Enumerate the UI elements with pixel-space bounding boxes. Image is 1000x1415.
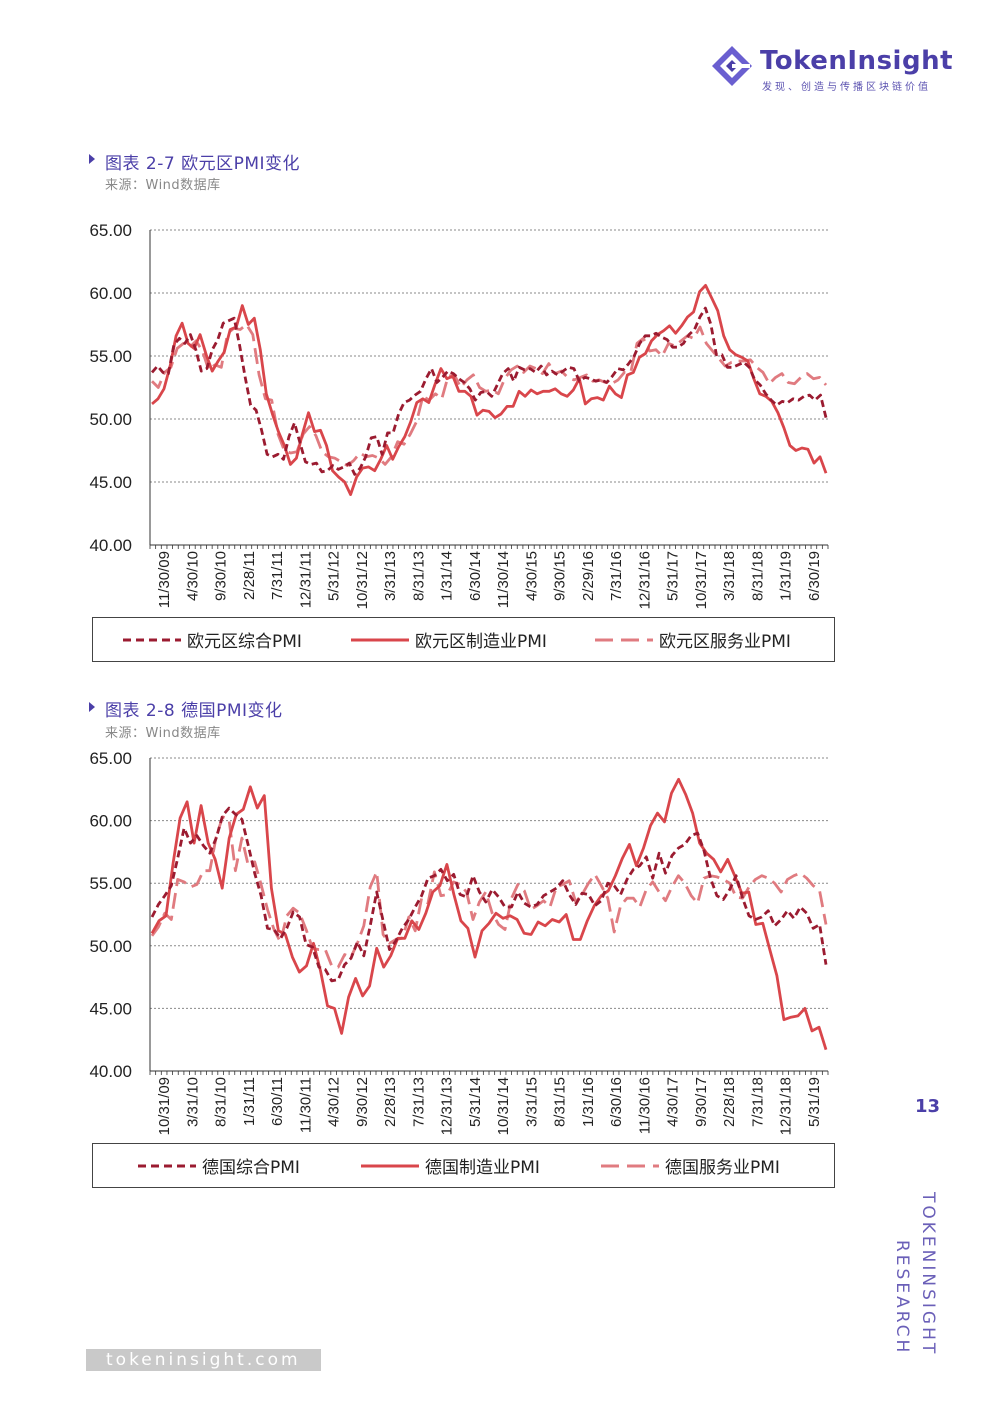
x-tick-label: 6/30/11 [269, 1077, 286, 1126]
x-tick-label: 5/31/12 [326, 551, 343, 601]
brand-tagline: 发现、创造与传播区块链价值 [762, 82, 931, 93]
x-tick-label: 7/31/11 [269, 551, 286, 600]
x-tick-label: 12/31/11 [297, 551, 314, 608]
x-tick-label: 2/28/18 [721, 1077, 738, 1127]
legend-item-services: 德国服务业PMI [601, 1144, 780, 1187]
legend-label: 德国制造业PMI [425, 1158, 540, 1178]
legend-item-manufacturing: 德国制造业PMI [361, 1144, 540, 1187]
x-tick-label: 1/31/11 [241, 1077, 258, 1126]
x-tick-label: 3/31/15 [523, 1077, 540, 1127]
legend-label: 欧元区综合PMI [187, 632, 302, 652]
x-tick-label: 6/30/19 [806, 551, 823, 601]
y-tick-label: 55.00 [89, 347, 132, 366]
y-tick-label: 40.00 [89, 536, 132, 555]
y-tick-label: 55.00 [89, 874, 132, 893]
x-tick-label: 4/30/17 [665, 1077, 682, 1127]
x-tick-label: 8/31/18 [749, 551, 766, 601]
y-tick-label: 45.00 [89, 999, 132, 1018]
x-tick-label: 6/30/16 [608, 1077, 625, 1127]
x-tick-label: 6/30/14 [467, 551, 484, 601]
token-logo-icon [712, 46, 752, 86]
y-tick-label: 50.00 [89, 410, 132, 429]
bullet-triangle-icon [89, 702, 95, 712]
x-tick-label: 5/31/19 [806, 1077, 823, 1127]
x-tick-label: 10/31/12 [354, 551, 371, 609]
figure-source: 来源：Wind数据库 [105, 726, 221, 741]
chart-legend: 欧元区综合PMI 欧元区制造业PMI 欧元区服务业PMI [92, 617, 835, 662]
x-tick-label: 3/31/10 [184, 1077, 201, 1127]
x-tick-label: 11/30/09 [156, 551, 173, 608]
y-tick-label: 45.00 [89, 473, 132, 492]
page-number: 13 [915, 1096, 941, 1117]
legend-item-services: 欧元区服务业PMI [595, 618, 791, 661]
x-tick-label: 4/30/10 [184, 551, 201, 601]
x-tick-label: 8/31/10 [213, 1077, 230, 1127]
x-tick-label: 12/31/16 [636, 551, 653, 609]
x-tick-label: 9/30/15 [552, 551, 569, 601]
x-tick-label: 11/30/11 [297, 1077, 314, 1133]
series-line-composite [150, 306, 828, 476]
series-line-services [150, 815, 828, 969]
side-brand-text: TOKENINSIGHT [918, 1192, 938, 1357]
x-tick-label: 9/30/12 [354, 1077, 371, 1127]
website-link[interactable]: tokeninsight.com [86, 1349, 321, 1371]
x-tick-label: 1/31/19 [778, 551, 795, 601]
legend-label: 欧元区服务业PMI [659, 632, 791, 652]
series-line-manufacturing [150, 777, 828, 1051]
x-tick-label: 12/31/13 [439, 1077, 456, 1135]
legend-item-composite: 欧元区综合PMI [123, 618, 302, 661]
legend-label: 欧元区制造业PMI [415, 632, 547, 652]
figure-title: 图表 2-7 欧元区PMI变化 [105, 154, 301, 174]
chart-legend: 德国综合PMI 德国制造业PMI 德国服务业PMI [92, 1143, 835, 1188]
x-tick-label: 10/31/17 [693, 551, 710, 609]
x-tick-label: 9/30/10 [213, 551, 230, 601]
legend-label: 德国综合PMI [202, 1158, 300, 1178]
legend-item-manufacturing: 欧元区制造业PMI [351, 618, 547, 661]
y-tick-label: 50.00 [89, 937, 132, 956]
x-tick-label: 7/31/16 [608, 551, 625, 601]
germany-pmi-chart: 65.00 60.00 55.00 50.00 45.00 40.00 10/31/09 3/… [89, 749, 829, 1135]
x-tick-label: 10/31/09 [156, 1077, 173, 1135]
figure-source: 来源：Wind数据库 [105, 178, 221, 193]
x-tick-label: 7/31/13 [410, 1077, 427, 1127]
x-tick-label: 7/31/18 [749, 1077, 766, 1127]
y-tick-label: 60.00 [89, 812, 132, 831]
x-tick-label: 12/31/18 [778, 1077, 795, 1135]
x-tick-label: 5/31/14 [467, 1077, 484, 1127]
x-tick-label: 1/31/14 [439, 551, 456, 601]
x-tick-label: 3/31/18 [721, 551, 738, 601]
x-tick-label: 2/28/13 [382, 1077, 399, 1127]
x-tick-label: 9/30/17 [693, 1077, 710, 1127]
y-tick-label: 60.00 [89, 284, 132, 303]
x-tick-label: 4/30/15 [523, 551, 540, 601]
bullet-triangle-icon [89, 154, 95, 164]
y-tick-label: 65.00 [89, 221, 132, 240]
x-tick-label: 11/30/16 [636, 1077, 653, 1134]
x-tick-label: 2/28/11 [241, 551, 258, 600]
legend-label: 德国服务业PMI [665, 1158, 780, 1178]
x-tick-label: 2/29/16 [580, 551, 597, 601]
brand-name: TokenInsight [760, 46, 954, 76]
y-tick-label: 65.00 [89, 749, 132, 768]
x-tick-label: 1/31/16 [580, 1077, 597, 1127]
side-research-text: RESEARCH [892, 1240, 912, 1356]
x-tick-label: 3/31/13 [382, 551, 399, 601]
euro-pmi-chart: 65.00 60.00 55.00 50.00 45.00 40.00 11/30/09 4/… [89, 221, 829, 609]
x-tick-label: 8/31/15 [552, 1077, 569, 1127]
x-tick-label: 5/31/17 [665, 551, 682, 601]
x-tick-label: 10/31/14 [495, 1077, 512, 1135]
series-line-manufacturing [151, 284, 828, 497]
brand-logo [710, 44, 754, 92]
x-tick-label: 8/31/13 [410, 551, 427, 601]
series-line-services [151, 323, 828, 468]
series-line-composite [150, 806, 828, 983]
figure-title: 图表 2-8 德国PMI变化 [105, 701, 283, 721]
x-tick-label: 11/30/14 [495, 551, 512, 608]
y-tick-label: 40.00 [89, 1062, 132, 1081]
legend-item-composite: 德国综合PMI [138, 1144, 300, 1187]
x-tick-label: 4/30/12 [326, 1077, 343, 1127]
